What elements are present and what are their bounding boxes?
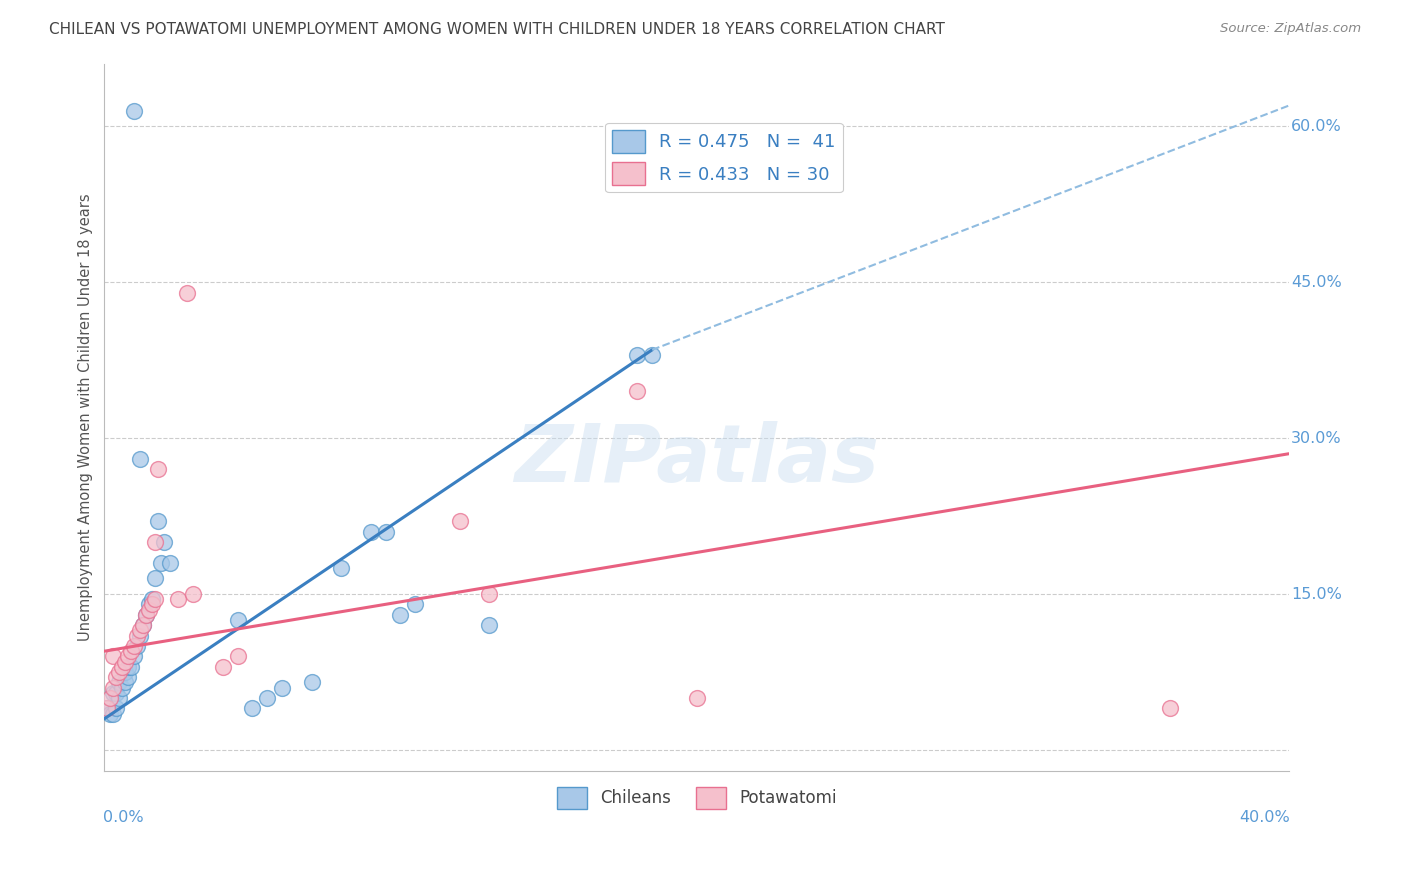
Point [120,644,142,658]
Point [271,681,294,695]
Text: 45.0%: 45.0% [1291,275,1341,290]
Point [143,592,166,607]
Point [159,556,181,570]
Point [111,660,134,674]
Point [105,686,128,700]
Point [108,665,131,679]
Point [103,686,125,700]
Point [103,649,125,664]
Text: 0.0%: 0.0% [103,810,143,824]
Point [1159,701,1181,715]
Point [478,587,501,601]
Point [374,524,396,539]
Point [117,660,139,674]
Point [135,607,157,622]
Point [211,660,233,674]
Point [114,675,136,690]
Point [449,514,471,528]
Point [111,681,134,695]
Point [125,629,148,643]
Legend: Chileans, Potawatomi: Chileans, Potawatomi [550,780,844,815]
Point [129,624,152,638]
Point [98,690,121,705]
Point [404,598,426,612]
Point [167,592,190,607]
Point [626,384,648,399]
Point [152,535,174,549]
Y-axis label: Unemployment Among Women with Children Under 18 years: Unemployment Among Women with Children U… [79,194,93,641]
Point [98,706,121,721]
Point [389,607,412,622]
Point [132,618,155,632]
Point [330,561,353,575]
Point [120,660,142,674]
Point [626,348,648,362]
Point [181,587,204,601]
Point [146,462,169,476]
Text: Source: ZipAtlas.com: Source: ZipAtlas.com [1220,22,1361,36]
Point [103,681,125,695]
Point [135,607,157,622]
Point [117,670,139,684]
Point [242,701,264,715]
Text: 40.0%: 40.0% [1239,810,1289,824]
Point [108,690,131,705]
Point [132,618,155,632]
Point [117,649,139,664]
Point [256,690,278,705]
Point [129,452,152,467]
Point [96,701,118,715]
Point [141,598,163,612]
Point [96,701,118,715]
Point [143,571,166,585]
Point [301,675,323,690]
Point [143,535,166,549]
Point [141,592,163,607]
Point [122,639,145,653]
Point [105,670,128,684]
Text: CHILEAN VS POTAWATOMI UNEMPLOYMENT AMONG WOMEN WITH CHILDREN UNDER 18 YEARS CORR: CHILEAN VS POTAWATOMI UNEMPLOYMENT AMONG… [49,22,945,37]
Point [149,556,172,570]
Point [226,649,249,664]
Point [360,524,382,539]
Point [641,348,664,362]
Text: 15.0%: 15.0% [1291,587,1341,601]
Point [122,649,145,664]
Point [138,602,160,616]
Point [129,629,152,643]
Point [478,618,501,632]
Point [114,665,136,679]
Point [122,103,145,118]
Point [226,613,249,627]
Point [176,285,198,300]
Point [103,706,125,721]
Point [138,598,160,612]
Point [105,701,128,715]
Text: 30.0%: 30.0% [1291,431,1341,446]
Text: ZIPatlas: ZIPatlas [515,421,879,499]
Point [108,675,131,690]
Point [146,514,169,528]
Point [125,639,148,653]
Text: 60.0%: 60.0% [1291,119,1341,134]
Point [114,655,136,669]
Point [685,690,707,705]
